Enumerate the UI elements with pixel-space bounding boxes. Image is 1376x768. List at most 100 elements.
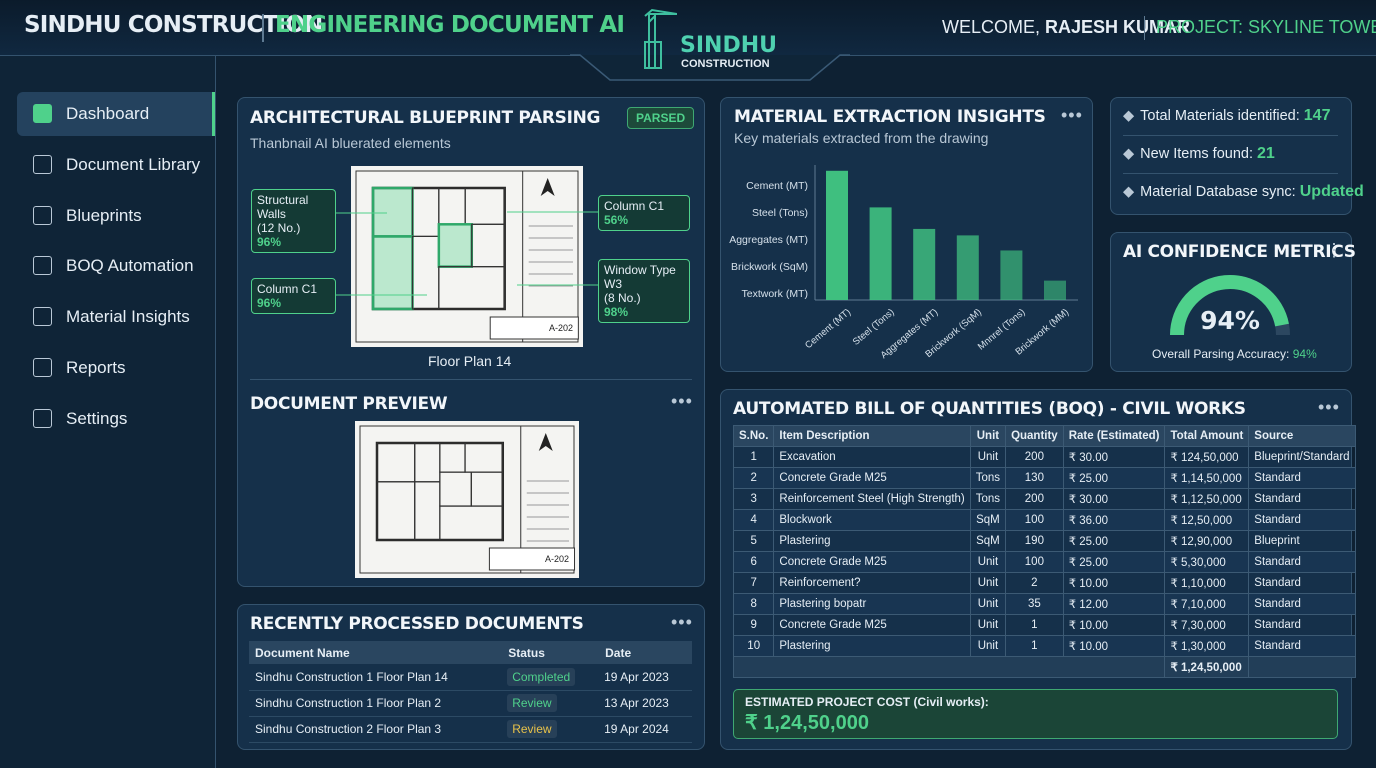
nav-item[interactable]: Document Library (17, 143, 215, 187)
stat-value: Updated (1299, 183, 1364, 200)
menu-button[interactable]: ••• (671, 612, 693, 632)
y-label: Cement (MT) (746, 180, 808, 192)
app-name: ENGINEERING DOCUMENT AI (275, 12, 625, 38)
callout-score: 98% (604, 305, 629, 319)
cell: 190 (1005, 530, 1064, 552)
stat-value: 147 (1303, 107, 1331, 124)
cell: ₹ 25.00 (1062, 530, 1166, 552)
y-label: Aggregates (MT) (729, 234, 808, 246)
room (371, 235, 414, 311)
cell: ₹ 1,14,50,000 (1164, 467, 1250, 489)
nav-label: Reports (66, 358, 126, 377)
cell: Unit (969, 551, 1007, 573)
doc-date: 13 Apr 2023 (599, 690, 692, 717)
confidence-panel (1110, 232, 1352, 372)
cell: Plastering (773, 635, 971, 657)
y-label: Steel (Tons) (752, 207, 808, 219)
cell: Standard (1248, 614, 1356, 636)
cell: 7 (732, 572, 775, 594)
callout: Structural Walls (12 No.) 96% (251, 189, 336, 253)
cell: Concrete Grade M25 (773, 467, 971, 489)
nav-label: Blueprints (66, 205, 142, 225)
cell: ₹ 25.00 (1062, 551, 1166, 573)
cell: 35 (1005, 593, 1064, 615)
table-row: 4 Blockwork SqM 100 ₹ 36.00 ₹ 12,50,000 Standa… (732, 509, 1356, 531)
nav-item[interactable]: Blueprints (17, 194, 215, 238)
x-label: Cement (MT) (803, 307, 853, 351)
nav-item[interactable]: Settings (17, 397, 215, 441)
divider (262, 14, 264, 42)
panel-title: AUTOMATED BILL OF QUANTITIES (BOQ) - CIV… (733, 399, 1246, 419)
cell: Reinforcement? (773, 572, 971, 594)
cell: ₹ 1,30,000 (1164, 635, 1250, 657)
panel-title: RECENTLY PROCESSED DOCUMENTS (250, 614, 584, 634)
material-chart: Cement (MT)Steel (Tons)Aggregates (MT)Br… (729, 165, 1078, 361)
status-cell: Completed (502, 664, 600, 691)
menu-button[interactable]: ⋮ (1325, 240, 1343, 260)
cell: Concrete Grade M25 (773, 614, 971, 636)
cell: 5 (732, 530, 775, 552)
sheet-box (489, 316, 579, 340)
cell: 3 (732, 488, 775, 510)
column-header: Source (1248, 425, 1356, 447)
bar (956, 235, 979, 300)
bar (913, 228, 936, 300)
logo-subtitle: CONSTRUCTION (681, 58, 770, 70)
logo-icon (644, 8, 677, 69)
cell: 6 (732, 551, 775, 573)
nav-label: Dashboard (66, 104, 150, 123)
column-header: Document Name (249, 641, 503, 664)
stat-icon: ◆ (1123, 108, 1135, 124)
stat: ◆ New Items found: 21 (1123, 145, 1275, 163)
divider (1144, 16, 1145, 40)
nav-icon (33, 358, 52, 377)
cell: Unit (969, 572, 1007, 594)
doc-name: Sindhu Construction 1 Floor Plan 2 (249, 690, 503, 717)
table-row: 8 Plastering bopatr Unit 35 ₹ 12.00 ₹ 7,10,00… (732, 593, 1356, 615)
cell: ₹ 7,10,000 (1164, 593, 1250, 615)
nav-label: Settings (66, 408, 128, 428)
header-notch (570, 54, 850, 81)
nav-icon (33, 307, 52, 327)
welcome-text: WELCOME, (942, 17, 1041, 37)
cell: Tons (969, 488, 1007, 510)
material-panel (720, 97, 1093, 372)
estimate-box (733, 689, 1338, 739)
sheet-number: A-202 (545, 554, 569, 564)
table-row: Sindhu Construction 1 Floor Plan 2 Review… (249, 690, 692, 717)
menu-button[interactable]: ••• (1318, 397, 1340, 417)
stat-label: Material Database sync: (1140, 184, 1296, 200)
menu-button[interactable]: ••• (1061, 105, 1083, 125)
cell: ₹ 7,30,000 (1164, 614, 1250, 636)
table-row: 6 Concrete Grade M25 Unit 100 ₹ 25.00 ₹ 5,30,… (732, 551, 1356, 573)
nav-label: Material Insights (66, 307, 190, 327)
nav-label: BOQ Automation (66, 256, 194, 276)
nav-label: Document Library (66, 154, 201, 174)
cell: 1 (732, 446, 775, 468)
cell: Standard (1248, 551, 1356, 573)
column-header: Quantity (1005, 425, 1064, 447)
nav-item[interactable]: BOQ Automation (17, 244, 215, 288)
cell: Blueprint/Standard (1248, 446, 1356, 468)
cell: 2 (732, 467, 775, 489)
cell: 2 (1005, 572, 1064, 594)
nav-icon (33, 408, 52, 428)
recent-table: Document Name Status Date Sindhu Constructi… (249, 641, 692, 743)
table-row: Sindhu Construction 2 Floor Plan 3 Review… (249, 716, 692, 743)
stat-icon: ◆ (1123, 184, 1135, 200)
callout-score: 96% (257, 296, 282, 310)
cell: Reinforcement Steel (High Strength) (773, 488, 971, 510)
column-header: Rate (Estimated) (1062, 425, 1166, 447)
table-row: 2 Concrete Grade M25 Tons 130 ₹ 25.00 ₹ 1,14,… (732, 467, 1356, 489)
cell (1248, 656, 1356, 678)
nav-item[interactable]: Reports (17, 346, 215, 390)
stat-value: 21 (1257, 145, 1275, 162)
panel-title: DOCUMENT PREVIEW (250, 394, 448, 414)
gauge-value: 94% (1200, 306, 1260, 335)
cell: 130 (1005, 467, 1064, 489)
callout-label: (8 No.) (604, 291, 641, 305)
room (438, 266, 506, 310)
menu-button[interactable]: ••• (671, 391, 693, 411)
logo-title: SINDHU (680, 33, 777, 58)
nav-item[interactable]: Material Insights (17, 295, 215, 339)
